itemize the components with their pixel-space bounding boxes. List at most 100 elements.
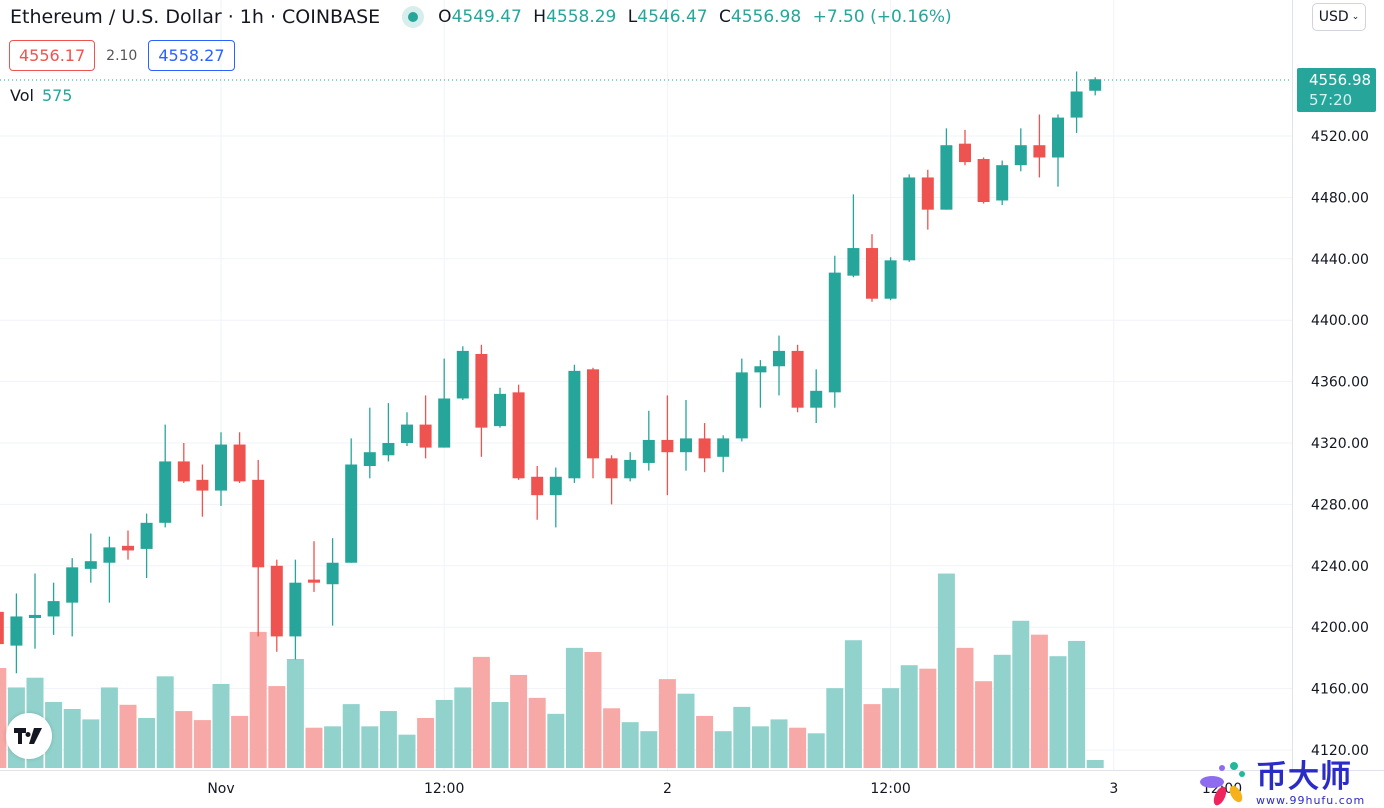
volume-bar xyxy=(640,731,658,768)
spread: 2.10 xyxy=(106,47,138,64)
low-label: L xyxy=(627,7,638,27)
volume-bar xyxy=(1086,760,1104,768)
candle-body xyxy=(363,452,376,467)
candle xyxy=(401,412,413,447)
candle-body xyxy=(587,369,599,459)
candle xyxy=(252,459,265,637)
volume-bar xyxy=(733,706,751,768)
volume-bar xyxy=(286,658,304,768)
candle xyxy=(66,558,79,637)
candle-body xyxy=(568,370,581,479)
candle-body xyxy=(66,567,79,603)
volume-bar xyxy=(770,719,788,768)
candle-body xyxy=(773,350,785,367)
candle-body xyxy=(1070,91,1083,118)
candle xyxy=(735,358,748,442)
volume-bar xyxy=(100,687,118,768)
candle xyxy=(363,407,376,479)
candle-body xyxy=(661,439,674,453)
volume-bar xyxy=(398,734,416,768)
candle xyxy=(196,464,209,517)
candle xyxy=(1052,114,1064,187)
candle xyxy=(866,234,878,302)
sell-button[interactable]: 4556.17 xyxy=(9,40,96,71)
tradingview-logo-icon xyxy=(14,728,42,744)
candle-body xyxy=(140,522,153,549)
candle xyxy=(605,455,618,505)
candle xyxy=(326,538,339,626)
candle xyxy=(661,395,674,496)
candle-body xyxy=(215,444,227,491)
candle-body xyxy=(122,545,134,551)
price-axis[interactable]: 4120.00 4160.00 4200.00 4240.00 4280.00 4320.… xyxy=(1311,129,1369,759)
candle-body xyxy=(791,350,804,408)
candle-body xyxy=(289,582,302,637)
last-price-tag: 4556.98 57:20 xyxy=(1297,68,1376,112)
candle-body xyxy=(401,424,413,443)
candle xyxy=(1014,128,1027,172)
candle-body xyxy=(103,547,116,563)
volume-bar xyxy=(1012,620,1030,768)
volume-bar xyxy=(510,674,528,768)
candle xyxy=(103,536,116,603)
volume-bar xyxy=(975,681,993,768)
volume-bars xyxy=(0,573,1104,768)
candle-body xyxy=(438,398,451,448)
volume-bar xyxy=(677,693,695,768)
volume-bar xyxy=(119,704,137,768)
volume-bar xyxy=(547,713,565,768)
volume-bar xyxy=(324,726,342,768)
volume-bar xyxy=(249,631,267,768)
candle xyxy=(456,346,469,401)
volume-bar xyxy=(45,702,63,768)
candle-body xyxy=(810,390,823,408)
candle xyxy=(940,128,953,210)
volume-bar xyxy=(379,711,397,768)
time-tick-label: Nov xyxy=(207,781,234,797)
candle xyxy=(0,611,4,645)
volume-bar xyxy=(1049,656,1067,768)
volume-bar xyxy=(937,573,955,768)
volume-bar xyxy=(156,676,174,768)
volume-bar xyxy=(956,647,974,768)
candle-body xyxy=(47,601,60,617)
volume-label[interactable]: Vol xyxy=(10,86,34,105)
close-value: 4556.98 xyxy=(730,7,802,27)
watermark-text: 币大师 xyxy=(1256,759,1352,795)
candle xyxy=(308,541,320,592)
price-tick-label: 4320.00 xyxy=(1311,436,1369,452)
candle-body xyxy=(549,476,562,496)
candle xyxy=(642,410,655,471)
candle-body xyxy=(1089,79,1102,91)
candle-body xyxy=(512,392,525,479)
candle xyxy=(698,423,711,473)
candle xyxy=(84,533,97,583)
buy-button[interactable]: 4558.27 xyxy=(148,40,235,71)
candle-body xyxy=(177,461,190,482)
volume-bar xyxy=(696,715,714,768)
close-label: C xyxy=(719,7,731,27)
volume-bar xyxy=(565,647,583,768)
change-value: +7.50 (+0.16%) xyxy=(812,7,952,27)
candle-body xyxy=(921,177,934,210)
candle-body xyxy=(233,444,246,482)
candle-body xyxy=(866,248,878,299)
volume-bar xyxy=(584,652,602,768)
candle-body xyxy=(847,248,860,276)
candle-body xyxy=(717,438,730,457)
candle-body xyxy=(828,272,841,393)
candle xyxy=(828,255,841,408)
volume-bar xyxy=(751,726,769,768)
candle-body xyxy=(84,561,97,569)
currency-select[interactable]: USD ⌄ xyxy=(1312,3,1366,31)
tradingview-logo[interactable] xyxy=(6,713,52,759)
candle xyxy=(270,559,283,652)
watermark-url: www.99hufu.com xyxy=(1256,794,1366,807)
candle-body xyxy=(680,438,692,453)
candle-body xyxy=(475,353,488,428)
symbol-title[interactable]: Ethereum / U.S. Dollar · 1h · COINBASE xyxy=(10,6,381,28)
price-tick-label: 4240.00 xyxy=(1311,559,1369,575)
candle xyxy=(903,174,916,262)
